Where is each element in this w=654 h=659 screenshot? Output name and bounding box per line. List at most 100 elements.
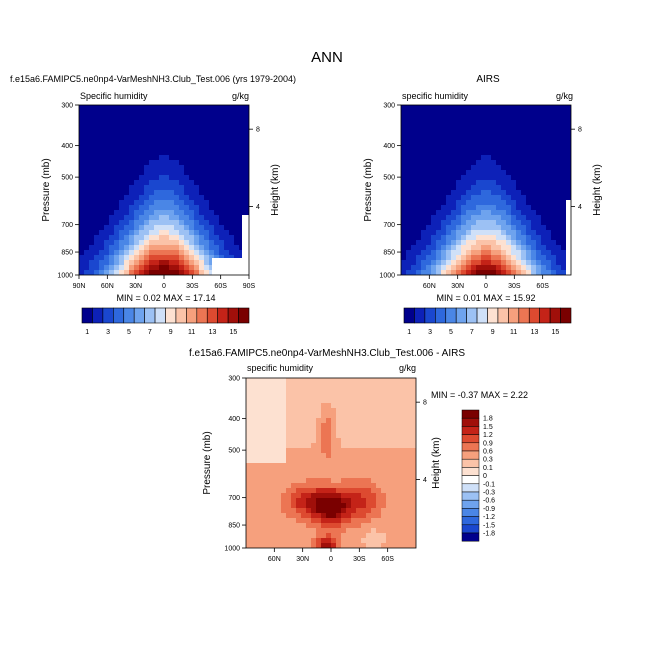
contour-cell: [431, 245, 437, 251]
contour-cell: [531, 260, 537, 266]
y-tick-label: 300: [383, 103, 395, 110]
contour-cell: [271, 398, 277, 404]
contour-cell: [411, 245, 417, 251]
contour-cell: [286, 508, 292, 514]
contour-cell: [154, 150, 160, 156]
contour-cell: [431, 265, 437, 271]
contour-cell: [256, 523, 262, 529]
contour-cell: [256, 428, 262, 434]
contour-cell: [441, 255, 447, 261]
contour-cell: [541, 270, 547, 275]
contour-cell: [336, 478, 342, 484]
contour-cell: [416, 180, 422, 186]
contour-cell: [114, 120, 120, 126]
colorbar-swatch: [403, 307, 415, 324]
contour-cell: [441, 185, 447, 191]
contour-cell: [104, 155, 110, 161]
contour-cell: [256, 448, 262, 454]
contour-cell: [366, 523, 372, 529]
contour-cell: [466, 250, 472, 256]
contour-cell: [296, 498, 302, 504]
contour-cell: [246, 483, 252, 489]
contour-cell: [461, 215, 467, 221]
contour-cell: [531, 140, 537, 146]
contour-cell: [361, 473, 367, 479]
contour-cell: [566, 145, 571, 151]
contour-cell: [84, 135, 90, 141]
contour-cell: [556, 155, 562, 161]
contour-cell: [401, 165, 407, 171]
contour-cell: [471, 130, 477, 136]
contour-cell: [486, 185, 492, 191]
contour-cell: [179, 165, 185, 171]
contour-cell: [244, 110, 249, 116]
contour-cell: [451, 140, 457, 146]
contour-cell: [326, 418, 332, 424]
contour-cell: [144, 185, 150, 191]
contour-cell: [396, 388, 402, 394]
contour-cell: [119, 225, 125, 231]
contour-cell: [521, 240, 527, 246]
contour-cell: [244, 155, 249, 161]
contour-cell: [184, 230, 190, 236]
contour-cell: [501, 145, 507, 151]
contour-cell: [441, 140, 447, 146]
contour-cell: [276, 453, 282, 459]
contour-cell: [114, 170, 120, 176]
colorbar-swatch: [461, 426, 480, 435]
contour-cell: [406, 408, 412, 414]
contour-cell: [431, 220, 437, 226]
contour-cell: [541, 255, 547, 261]
contour-cell: [144, 150, 150, 156]
contour-cell: [204, 115, 210, 121]
contour-cell: [381, 508, 387, 514]
contour-cell: [421, 110, 427, 116]
contour-cell: [246, 508, 252, 514]
contour-cell: [376, 378, 382, 384]
contour-cell: [336, 458, 342, 464]
contour-cell: [204, 260, 210, 266]
contour-cell: [381, 478, 387, 484]
contour-cell: [99, 250, 105, 256]
contour-cell: [386, 478, 392, 484]
contour-cell: [266, 488, 272, 494]
contour-cell: [376, 483, 382, 489]
contour-cell: [416, 240, 422, 246]
contour-cell: [406, 110, 412, 116]
contour-cell: [336, 438, 342, 444]
contour-cell: [209, 240, 215, 246]
contour-cell: [556, 130, 562, 136]
contour-cell: [104, 145, 110, 151]
panel-airs-ylabel: Pressure (mb): [363, 158, 374, 221]
contour-cell: [516, 255, 522, 261]
contour-cell: [356, 528, 362, 534]
contour-cell: [199, 235, 205, 241]
contour-cell: [89, 160, 95, 166]
contour-cell: [416, 195, 422, 201]
contour-cell: [124, 260, 130, 266]
contour-cell: [256, 488, 262, 494]
contour-cell: [541, 150, 547, 156]
contour-cell: [321, 433, 327, 439]
contour-cell: [286, 383, 292, 389]
contour-cell: [546, 225, 552, 231]
contour-cell: [276, 538, 282, 544]
contour-cell: [376, 398, 382, 404]
contour-cell: [526, 180, 532, 186]
colorbar-swatch: [196, 307, 208, 324]
contour-cell: [511, 260, 517, 266]
contour-cell: [321, 463, 327, 469]
contour-cell: [144, 155, 150, 161]
contour-cell: [426, 215, 432, 221]
contour-cell: [199, 225, 205, 231]
contour-cell: [301, 433, 307, 439]
contour-cell: [271, 458, 277, 464]
contour-cell: [194, 255, 200, 261]
contour-cell: [261, 493, 267, 499]
contour-cell: [239, 110, 245, 116]
contour-cell: [356, 538, 362, 544]
contour-cell: [536, 115, 542, 121]
contour-cell: [266, 423, 272, 429]
contour-cell: [481, 205, 487, 211]
contour-cell: [286, 418, 292, 424]
